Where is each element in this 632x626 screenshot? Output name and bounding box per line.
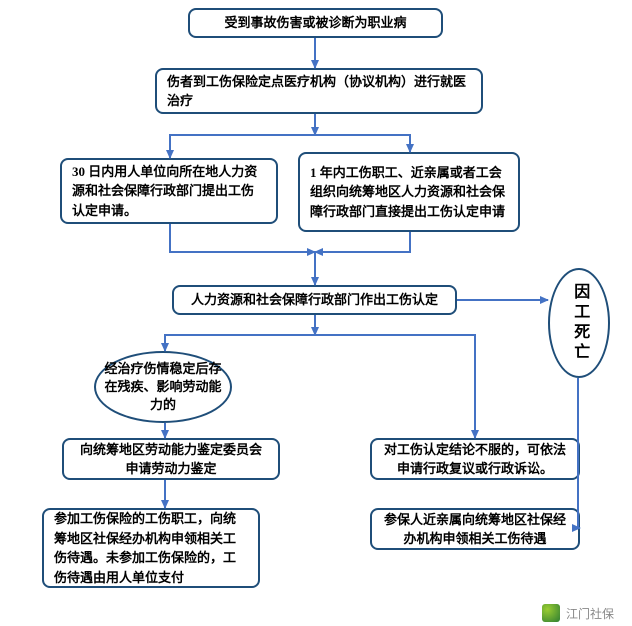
node-appraisal: 向统筹地区劳动能力鉴定委员会申请劳动力鉴定 [62,438,280,480]
node-benefit-insured: 参加工伤保险的工伤职工，向统筹地区社保经办机构申领相关工伤待遇。未参加工伤保险的… [42,508,260,588]
node-start: 受到事故伤害或被诊断为职业病 [188,8,443,38]
node-label: 参加工伤保险的工伤职工，向统筹地区社保经办机构申领相关工伤待遇。未参加工伤保险的… [54,509,248,587]
node-lawsuit: 对工伤认定结论不服的，可依法申请行政复议或行政诉讼。 [370,438,580,480]
node-label: 30 日内用人单位向所在地人力资源和社会保障行政部门提出工伤认定申请。 [72,162,266,221]
node-label: 经治疗伤情稳定后存在残疾、影响劳动能力的 [104,360,222,415]
footer: 江门社保 [542,604,614,622]
node-benefit-relative: 参保人近亲属向统筹地区社保经办机构申领相关工伤待遇 [370,508,580,550]
node-1year: 1 年内工伤职工、近亲属或者工会组织向统筹地区人力资源和社会保障行政部门直接提出… [298,152,520,232]
node-label: 1 年内工伤职工、近亲属或者工会组织向统筹地区人力资源和社会保障行政部门直接提出… [310,163,508,222]
node-death: 因工死亡 [548,268,610,378]
footer-label: 江门社保 [566,605,614,622]
node-label: 人力资源和社会保障行政部门作出工伤认定 [191,290,438,310]
node-determination: 人力资源和社会保障行政部门作出工伤认定 [172,285,457,315]
node-hospital: 伤者到工伤保险定点医疗机构（协议机构）进行就医治疗 [155,68,483,114]
node-label: 因工死亡 [568,283,590,363]
node-30day: 30 日内用人单位向所在地人力资源和社会保障行政部门提出工伤认定申请。 [60,158,278,224]
node-disability: 经治疗伤情稳定后存在残疾、影响劳动能力的 [94,351,232,423]
node-label: 伤者到工伤保险定点医疗机构（协议机构）进行就医治疗 [167,72,471,111]
wechat-icon [542,604,560,622]
node-label: 向统筹地区劳动能力鉴定委员会申请劳动力鉴定 [74,440,268,479]
node-label: 参保人近亲属向统筹地区社保经办机构申领相关工伤待遇 [382,510,568,549]
node-label: 受到事故伤害或被诊断为职业病 [224,13,406,33]
node-label: 对工伤认定结论不服的，可依法申请行政复议或行政诉讼。 [382,440,568,479]
